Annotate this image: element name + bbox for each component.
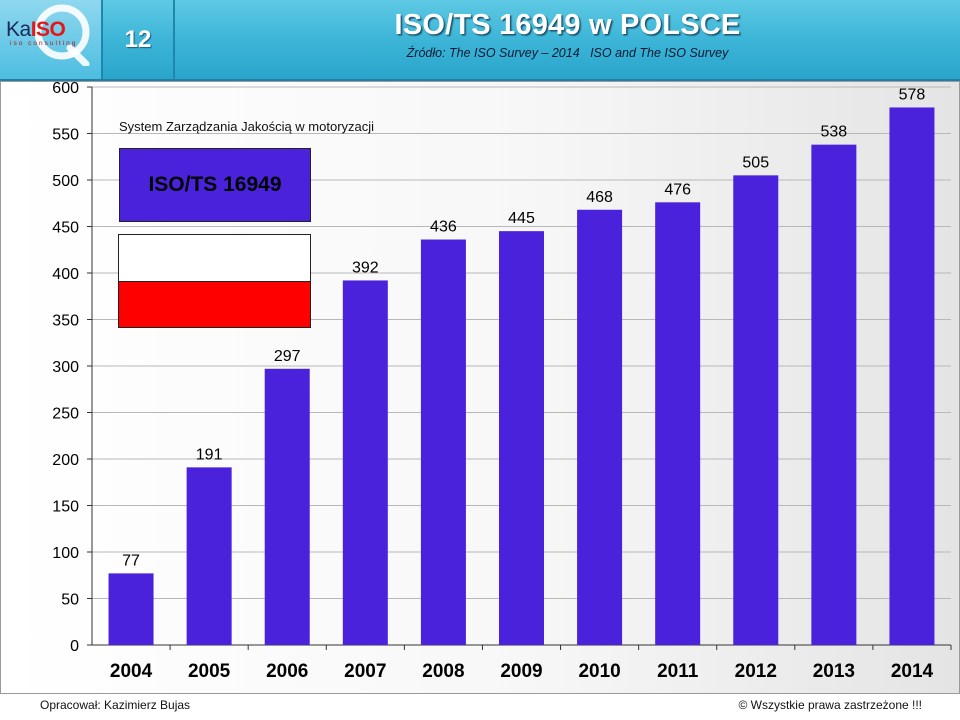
data-label: 191 — [196, 446, 223, 463]
chart-panel: 0 50 100 150 200 250 300 350 400 450 500 550 600 77 20… — [0, 81, 960, 694]
page-title: ISO/TS 16949 w POLSCE — [394, 9, 741, 41]
data-label: 436 — [430, 219, 457, 236]
y-tick-label: 200 — [52, 452, 79, 469]
bar — [420, 239, 466, 645]
x-tick-label: 2006 — [266, 661, 308, 682]
logo-subtext: iso consulting — [10, 40, 78, 47]
y-tick-label: 50 — [61, 592, 79, 609]
x-tick-label: 2004 — [110, 661, 153, 682]
data-label: 392 — [352, 259, 379, 276]
slide-header: KaISO iso consulting 12 ISO/TS 16949 w P… — [0, 0, 960, 81]
bar — [264, 368, 310, 645]
y-tick-label: 350 — [52, 313, 79, 330]
footer-author: Opracował: Kazimierz Bujas — [40, 698, 191, 712]
bar — [811, 144, 857, 645]
data-label: 468 — [586, 189, 613, 206]
x-tick-label: 2013 — [813, 661, 855, 682]
y-tick-label: 500 — [52, 173, 79, 190]
data-label: 77 — [122, 552, 140, 569]
iso-legend-label: ISO/TS 16949 — [148, 173, 282, 196]
y-tick-label: 600 — [52, 82, 79, 97]
data-label: 476 — [664, 181, 691, 198]
bar — [342, 280, 388, 645]
x-tick-label: 2008 — [422, 661, 464, 682]
bar — [733, 175, 779, 645]
data-label: 445 — [508, 210, 535, 227]
y-tick-label: 250 — [52, 406, 79, 423]
x-tick-label: 2005 — [188, 661, 231, 682]
title-cell: ISO/TS 16949 w POLSCE Źródło: The ISO Su… — [175, 0, 960, 79]
polish-flag — [118, 234, 311, 328]
x-tick-label: 2011 — [657, 661, 699, 682]
x-tick-label: 2007 — [344, 661, 386, 682]
bar — [655, 202, 701, 645]
flag-red-stripe — [119, 282, 310, 327]
bar — [186, 467, 232, 645]
x-tick-label: 2009 — [500, 661, 542, 682]
slide-number-cell: 12 — [103, 0, 175, 79]
y-tick-label: 0 — [70, 638, 79, 655]
y-tick-label: 400 — [52, 266, 79, 283]
bar — [108, 573, 154, 645]
page-subtitle: Źródło: The ISO Survey – 2014 ISO and Th… — [406, 46, 729, 60]
logo: KaISO iso consulting — [0, 0, 103, 79]
q-logo-icon — [34, 4, 90, 66]
y-tick-label: 550 — [52, 127, 79, 144]
y-tick-label: 150 — [52, 499, 79, 516]
flag-white-stripe — [119, 235, 310, 282]
y-tick-label: 450 — [52, 220, 79, 237]
system-label: System Zarządzania Jakością w motoryzacj… — [119, 119, 375, 134]
logo-text: KaISO — [6, 18, 66, 41]
iso-legend-box: ISO/TS 16949 — [119, 148, 311, 222]
x-tick-label: 2010 — [578, 661, 620, 682]
x-tick-label: 2014 — [891, 661, 934, 682]
bar — [889, 107, 935, 645]
bar — [577, 209, 623, 645]
footer-rights: © Wszystkie prawa zastrzeżone !!! — [738, 698, 922, 712]
y-tick-label: 100 — [52, 545, 79, 562]
data-label: 505 — [742, 154, 769, 171]
x-tick-label: 2012 — [735, 661, 777, 682]
bar — [499, 231, 544, 645]
data-label: 297 — [274, 348, 301, 365]
data-label: 578 — [899, 86, 926, 103]
data-label: 538 — [821, 124, 848, 141]
bar-chart: 0 50 100 150 200 250 300 350 400 450 500 550 600 77 20… — [52, 82, 952, 682]
slide-number: 12 — [124, 25, 152, 53]
y-tick-label: 300 — [52, 359, 79, 376]
